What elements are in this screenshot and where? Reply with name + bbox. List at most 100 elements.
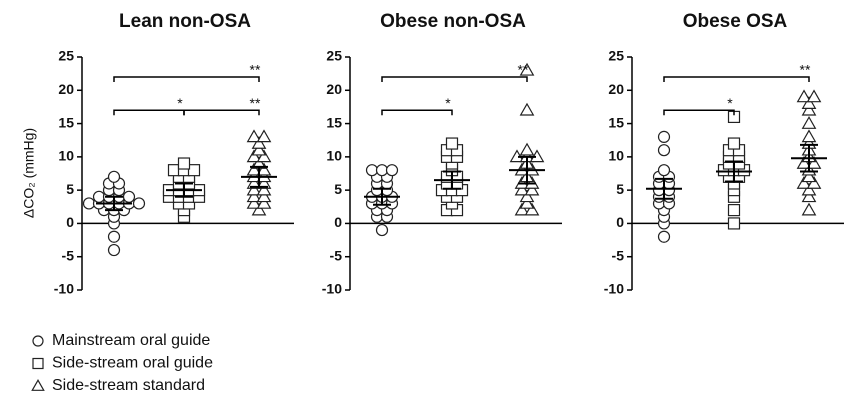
point: [92, 190, 106, 203]
chart-title: Obese non-OSA: [380, 11, 526, 32]
point: [246, 195, 262, 209]
y-tick-label: 5: [616, 181, 624, 197]
legend-label: Side-stream standard: [52, 377, 205, 394]
legend-label: Mainstream oral guide: [52, 332, 210, 349]
point: [514, 182, 530, 196]
y-tick-label: 15: [608, 114, 624, 130]
point: [246, 182, 262, 196]
significance-bracket: [663, 109, 735, 116]
point: [246, 189, 262, 203]
point: [796, 175, 812, 189]
y-tick-label: 20: [326, 81, 342, 97]
y-tick-label: 15: [58, 114, 74, 130]
point: [251, 136, 267, 149]
point: [246, 162, 262, 176]
legend-marker: [32, 357, 44, 370]
point: [796, 89, 812, 103]
point: [727, 204, 741, 217]
y-tick-label: 5: [66, 181, 74, 197]
point: [801, 182, 817, 196]
point: [256, 129, 272, 143]
point: [801, 96, 817, 109]
y-tick-label: 25: [58, 48, 74, 64]
point: [107, 230, 121, 243]
point: [177, 157, 191, 170]
point: [251, 142, 267, 156]
significance-bracket: [113, 76, 260, 82]
y-axis-label: ΔCO₂ (mmHg): [21, 128, 37, 218]
y-tick-label: -5: [612, 247, 625, 263]
y-tick-label: 20: [58, 81, 74, 97]
point: [445, 137, 459, 150]
point: [727, 137, 741, 150]
point: [657, 144, 671, 157]
chart-title: Obese OSA: [683, 11, 788, 32]
point: [132, 197, 146, 210]
y-tick-label: -10: [322, 281, 342, 297]
point: [727, 217, 741, 230]
point: [251, 202, 267, 216]
point: [82, 197, 96, 210]
legend-label: Side-stream oral guide: [52, 355, 213, 372]
significance-label: **: [800, 62, 811, 78]
point: [801, 189, 817, 203]
legend-marker: [32, 335, 44, 347]
significance-bracket: [183, 109, 260, 116]
y-tick-label: 10: [608, 148, 624, 164]
y-tick-label: 10: [58, 148, 74, 164]
point: [107, 243, 121, 257]
point: [519, 102, 535, 116]
point: [256, 189, 272, 203]
significance-label: *: [445, 95, 451, 111]
point: [256, 175, 272, 189]
legend-marker: [31, 379, 45, 391]
point: [519, 189, 535, 203]
y-tick-label: 0: [66, 214, 74, 230]
significance-label: **: [250, 62, 261, 78]
point: [375, 223, 389, 237]
y-tick-label: -10: [604, 281, 624, 297]
point: [524, 202, 540, 216]
point: [375, 164, 389, 177]
significance-label: **: [518, 62, 529, 78]
y-tick-label: 20: [608, 81, 624, 97]
y-tick-label: 15: [326, 114, 342, 130]
point: [385, 164, 399, 177]
y-tick-label: 25: [326, 48, 342, 64]
point: [806, 175, 822, 189]
point: [524, 182, 540, 196]
y-tick-label: -5: [330, 247, 343, 263]
significance-label: *: [177, 95, 183, 111]
chart-title: Lean non-OSA: [119, 11, 251, 32]
point: [514, 202, 530, 216]
point: [657, 230, 671, 243]
significance-label: *: [727, 95, 733, 111]
significance-bracket: [381, 76, 528, 82]
point: [519, 142, 535, 156]
significance-bracket: [381, 109, 453, 116]
point: [365, 164, 379, 177]
point: [657, 130, 671, 143]
point: [187, 164, 201, 177]
point: [519, 195, 535, 209]
point: [122, 190, 136, 203]
point: [657, 164, 671, 177]
point: [519, 62, 535, 76]
point: [246, 149, 262, 163]
y-tick-label: 0: [334, 214, 342, 230]
point: [256, 162, 272, 176]
y-tick-label: -5: [62, 247, 75, 263]
y-tick-label: 25: [608, 48, 624, 64]
point: [256, 182, 272, 196]
point: [246, 175, 262, 189]
y-tick-label: -10: [54, 281, 74, 297]
point: [801, 102, 817, 116]
point: [801, 169, 817, 183]
point: [796, 155, 812, 169]
y-tick-label: 5: [334, 181, 342, 197]
y-tick-label: 10: [326, 148, 342, 164]
significance-bracket: [113, 109, 185, 116]
point: [801, 116, 817, 129]
